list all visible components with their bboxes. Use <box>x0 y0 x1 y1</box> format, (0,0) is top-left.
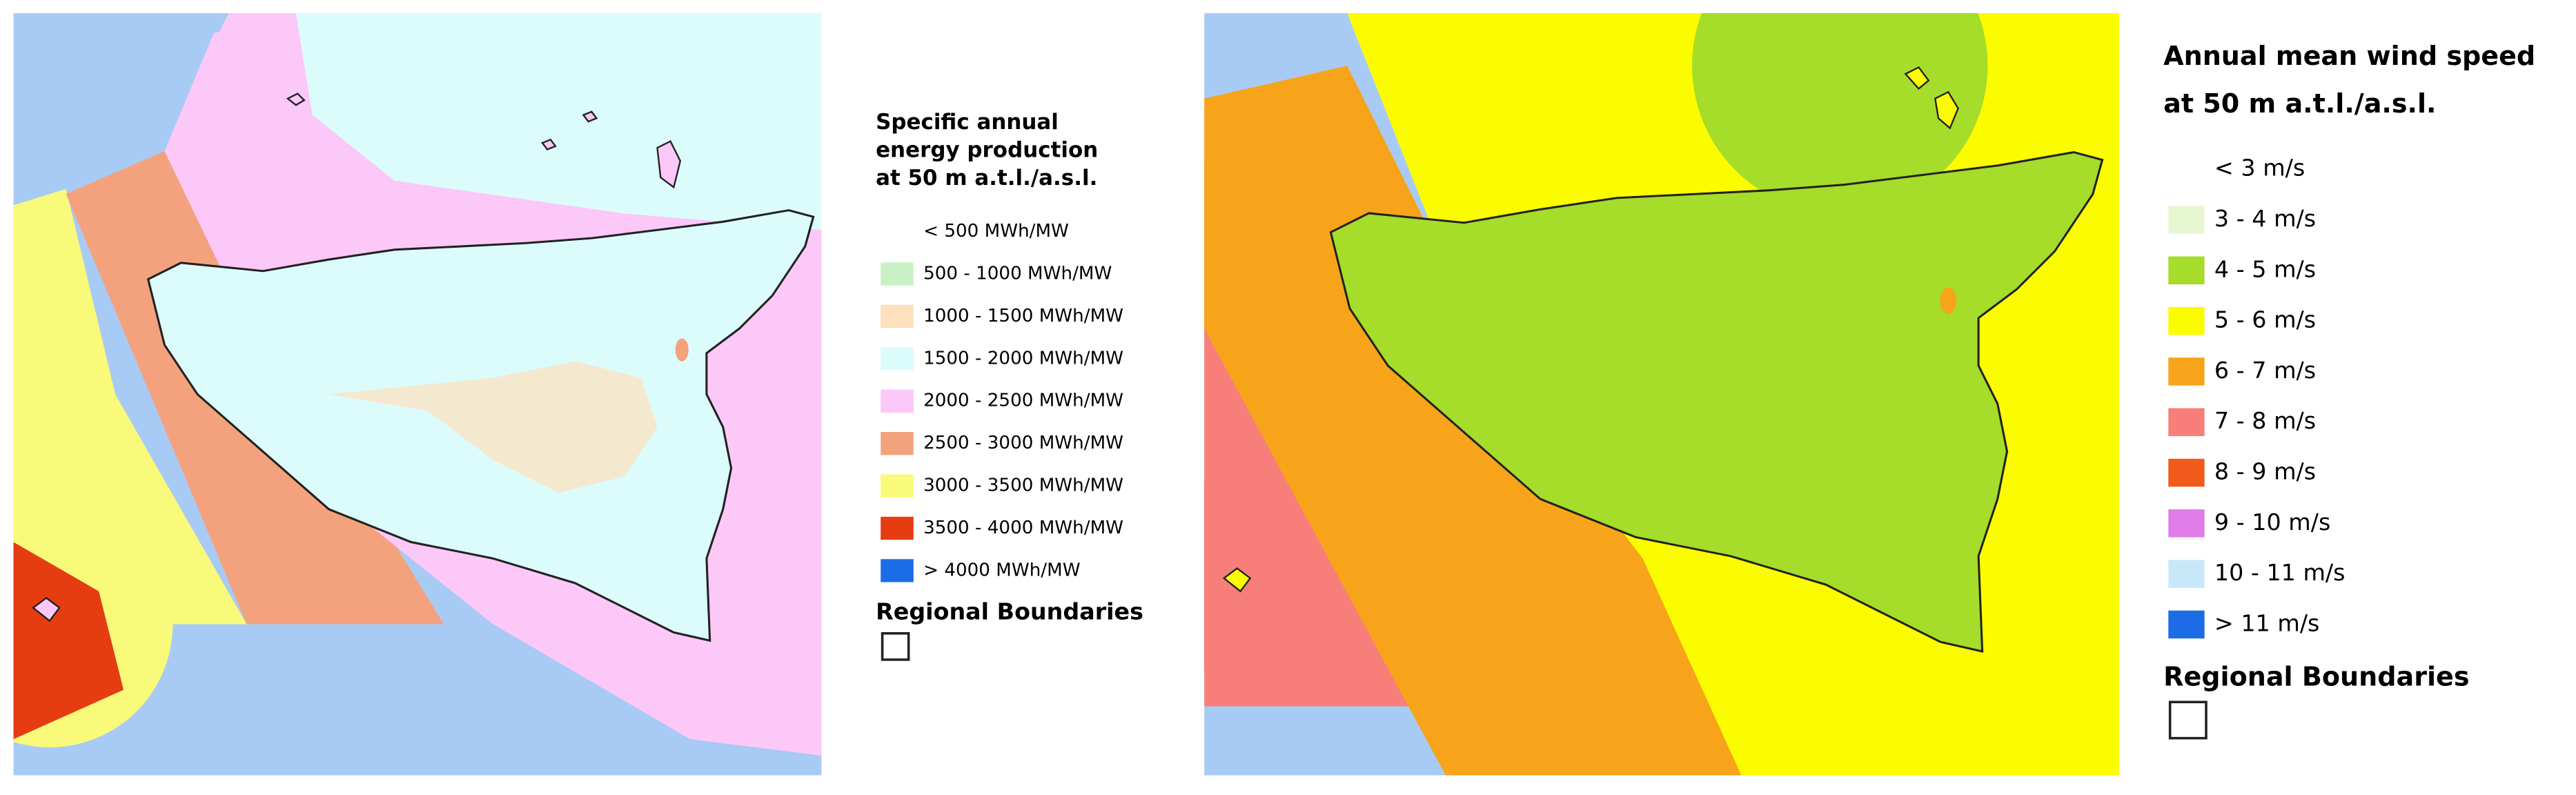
legend-label: 3 - 4 m/s <box>2214 205 2316 232</box>
legend-label: 3500 - 4000 MWh/MW <box>923 518 1123 538</box>
legend-swatch <box>2168 408 2205 436</box>
legend-swatch <box>2168 306 2205 335</box>
legend-label: 9 - 10 m/s <box>2214 509 2330 536</box>
boundaries-label: Regional Boundaries <box>2163 662 2469 692</box>
legend-swatch <box>881 347 914 371</box>
legend-label: 1500 - 2000 MWh/MW <box>923 348 1123 369</box>
legend-label: 4 - 5 m/s <box>2214 255 2316 282</box>
legend-swatch <box>881 304 914 328</box>
legend-label: 10 - 11 m/s <box>2214 559 2346 586</box>
map-right <box>1204 13 2119 776</box>
legend-swatch <box>2168 357 2205 386</box>
legend-swatch <box>2168 509 2205 538</box>
legend-label: < 3 m/s <box>2214 155 2305 181</box>
legend-title: energy production <box>876 137 1098 162</box>
legend-swatch <box>881 474 914 498</box>
legend-label: 2500 - 3000 MWh/MW <box>923 433 1123 453</box>
legend-swatch <box>881 516 914 540</box>
boundaries-swatch <box>2168 700 2208 740</box>
boundaries-swatch <box>881 632 910 661</box>
legend-label: 8 - 9 m/s <box>2214 458 2316 485</box>
legend-swatch <box>881 431 914 455</box>
boundaries-label: Regional Boundaries <box>876 598 1143 625</box>
legend-label: 2000 - 2500 MWh/MW <box>923 391 1123 411</box>
legend-swatch <box>2168 206 2205 234</box>
legend-label: 500 - 1000 MWh/MW <box>923 264 1112 284</box>
legend-title: Annual mean wind speed <box>2163 41 2535 71</box>
legend-title: Specific annual <box>876 110 1059 135</box>
legend-label: 6 - 7 m/s <box>2214 357 2316 384</box>
map-left <box>13 13 822 776</box>
legend-swatch <box>2168 610 2205 639</box>
legend-title: at 50 m a.t.l./a.s.l. <box>876 166 1097 190</box>
legend-swatch <box>2168 458 2205 487</box>
legend-label: > 4000 MWh/MW <box>923 560 1081 580</box>
legend-swatch <box>881 262 914 286</box>
legend-label: 5 - 6 m/s <box>2214 306 2316 333</box>
legend-swatch <box>2168 256 2205 285</box>
legend-label: < 500 MWh/MW <box>923 221 1069 242</box>
legend-title: at 50 m a.t.l./a.s.l. <box>2163 88 2436 119</box>
legend-label: 3000 - 3500 MWh/MW <box>923 475 1123 496</box>
legend-swatch <box>881 559 914 582</box>
legend-swatch <box>881 389 914 413</box>
legend-swatch <box>2168 560 2205 588</box>
legend-label: 7 - 8 m/s <box>2214 407 2316 434</box>
legend-label: > 11 m/s <box>2214 609 2320 636</box>
legend-label: 1000 - 1500 MWh/MW <box>923 306 1123 326</box>
